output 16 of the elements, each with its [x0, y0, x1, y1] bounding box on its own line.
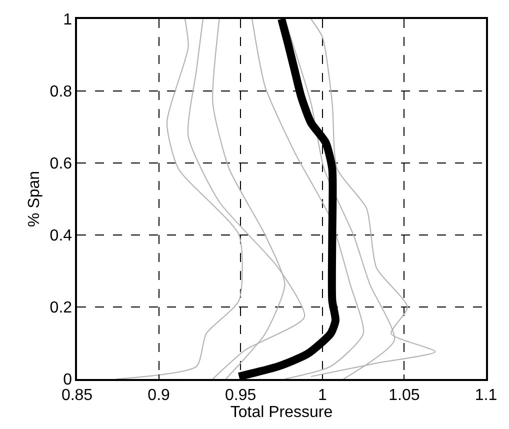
y-tick-label: 0.6: [50, 156, 72, 173]
x-tick-label: 0.85: [61, 386, 93, 404]
x-axis-title: Total Pressure: [230, 404, 333, 421]
y-tick-label: 0: [63, 372, 72, 389]
y-tick-label: 0.4: [50, 228, 72, 245]
x-tick-label: 1.1: [474, 386, 498, 404]
y-tick-label: 1: [63, 12, 72, 29]
x-tick-label: 1.05: [388, 386, 420, 404]
line-series: [252, 19, 364, 379]
line-series: [187, 19, 306, 379]
x-tick-label: 0.95: [225, 386, 256, 404]
y-tick-label: 0.8: [50, 84, 72, 101]
x-tick-label: 1: [318, 386, 327, 404]
y-tick-label: 0.2: [50, 300, 72, 317]
x-tick-label: 0.9: [148, 386, 170, 404]
y-axis-title: % Span: [26, 170, 44, 228]
